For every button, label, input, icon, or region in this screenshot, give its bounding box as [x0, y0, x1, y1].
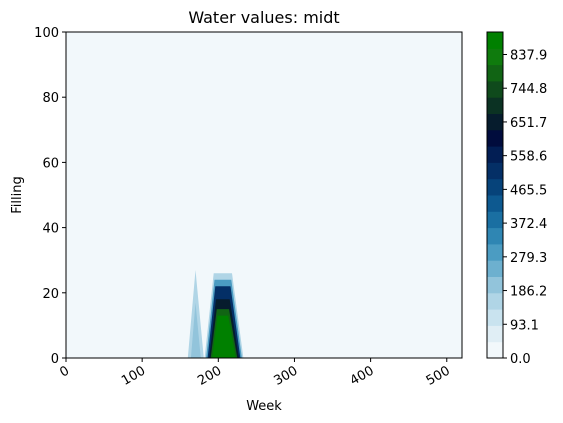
colorbar: 0.0 93.1 186.2 279.3 372.4 465.5 558.6 651.7 744… [486, 31, 547, 367]
contour-level-1 [190, 302, 201, 358]
plot-frame [65, 31, 463, 359]
colorbar-band [487, 341, 503, 359]
region-peak-main [204, 273, 244, 358]
y-tick-label: 100 [34, 26, 59, 41]
x-tick-label: 0 [57, 363, 72, 380]
heatmap-regions [187, 270, 244, 358]
colorbar-band [487, 292, 503, 310]
colorbar-band [487, 211, 503, 229]
x-tick-label: 400 [348, 363, 377, 388]
y-tick-label: 0 [51, 352, 59, 367]
colorbar-band [487, 276, 503, 294]
region-peak-left [187, 270, 204, 358]
y-axis: 0 20 40 60 80 100 [34, 26, 66, 367]
y-axis-label: Filling [10, 176, 25, 213]
y-tick-label: 20 [42, 287, 59, 302]
colorbar-tick-label: 558.6 [510, 150, 547, 165]
colorbar-tick-label: 837.9 [510, 48, 547, 63]
colorbar-tick-label: 0.0 [510, 352, 531, 367]
colorbar-tick-label: 651.7 [510, 116, 547, 131]
colorbar-band [487, 32, 503, 49]
colorbar-band [487, 325, 503, 343]
colorbar-band [487, 309, 503, 326]
y-tick-label: 80 [42, 91, 59, 106]
chart-title-text: Water values: midt [188, 8, 339, 27]
colorbar-band [487, 162, 503, 180]
colorbar-band [487, 64, 503, 82]
y-tick-label: 60 [42, 156, 59, 171]
x-axis: 0 100 200 300 400 500 [57, 358, 453, 389]
contour-level-5 [212, 315, 236, 358]
colorbar-tick-label: 744.8 [510, 82, 547, 97]
colorbar-band [487, 97, 503, 114]
plot-area [65, 31, 463, 359]
colorbar-band [487, 243, 503, 261]
x-tick-label: 500 [424, 363, 453, 388]
x-tick-label: 300 [271, 363, 300, 388]
x-tick-label: 100 [119, 363, 148, 388]
colorbar-tick-label: 465.5 [510, 183, 547, 198]
colorbar-band [487, 260, 503, 277]
y-tick-label: 40 [42, 222, 59, 237]
colorbar-frame [486, 31, 504, 359]
colorbar-band [487, 178, 503, 196]
colorbar-band [487, 80, 503, 98]
colorbar-band [487, 129, 503, 147]
colorbar-tick-label: 93.1 [510, 318, 539, 333]
x-tick-label: 200 [195, 363, 224, 388]
colorbar-tick-label: 186.2 [510, 285, 547, 300]
x-axis-label: Week [246, 399, 282, 414]
colorbar-ticks: 0.0 93.1 186.2 279.3 372.4 465.5 558.6 651.7 744… [503, 48, 547, 367]
colorbar-bands [487, 32, 503, 359]
colorbar-band [487, 195, 503, 212]
plot-background [66, 32, 462, 358]
colorbar-band [487, 48, 503, 66]
colorbar-band [487, 146, 503, 163]
colorbar-band [487, 113, 503, 131]
colorbar-tick-label: 372.4 [510, 217, 547, 232]
chart-title: Water values: midt [188, 8, 339, 27]
colorbar-band [487, 227, 503, 245]
colorbar-tick-label: 279.3 [510, 251, 547, 266]
